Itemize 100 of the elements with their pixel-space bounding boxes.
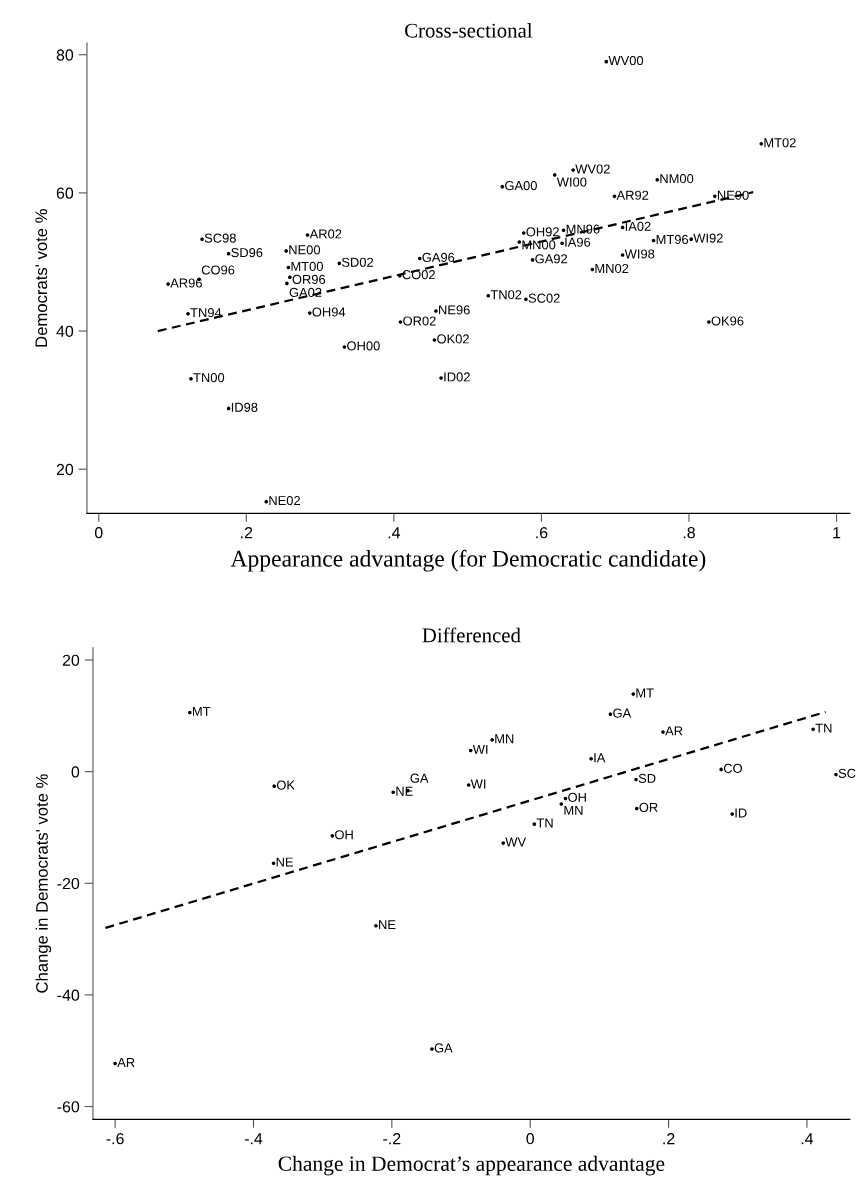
- point: [264, 499, 269, 504]
- point: [432, 338, 437, 342]
- data-label: MN02: [595, 263, 629, 274]
- point: [620, 253, 625, 257]
- data-label: MT00: [291, 261, 323, 271]
- point: [634, 806, 639, 811]
- point: [284, 249, 288, 253]
- data-label: AR92: [616, 190, 649, 200]
- point: [466, 783, 471, 787]
- y-tick-label: -60: [57, 1101, 80, 1113]
- point: [689, 237, 693, 241]
- data-label: MT: [192, 706, 211, 716]
- y-tick-label: -40: [57, 989, 80, 1001]
- data-label: OR96: [292, 274, 326, 284]
- data-label: AR96: [170, 278, 202, 288]
- point: [286, 265, 291, 270]
- data-label: WI00: [556, 177, 587, 187]
- point: [285, 281, 289, 286]
- point: [655, 177, 660, 182]
- data-label: IA02: [625, 221, 651, 231]
- data-label: OH94: [312, 307, 346, 317]
- point: [439, 376, 443, 380]
- data-label: AR: [665, 726, 683, 736]
- data-label: ID: [735, 808, 747, 818]
- point: [398, 320, 403, 324]
- point: [305, 233, 310, 237]
- point: [189, 376, 193, 381]
- point: [490, 738, 494, 742]
- y-tick-label: 20: [56, 463, 74, 476]
- x-tick-label: .4: [388, 527, 401, 539]
- x-tick-label: -.2: [383, 1132, 401, 1145]
- point: [707, 320, 711, 324]
- point: [561, 228, 566, 232]
- point: [530, 258, 535, 262]
- point: [719, 767, 723, 772]
- y-axis-title: Change in Democrats' vote %: [35, 774, 52, 993]
- point: [288, 275, 292, 279]
- data-label: GA00: [505, 180, 537, 191]
- data-label: SC98: [204, 233, 236, 243]
- point: [200, 237, 204, 241]
- data-label: TN: [536, 818, 553, 828]
- data-label: TN02: [490, 290, 522, 300]
- point: [631, 692, 636, 696]
- point: [500, 184, 505, 189]
- x-tick-label: -.6: [106, 1132, 124, 1145]
- y-tick-label: 80: [56, 49, 74, 61]
- data-label: ID98: [231, 402, 258, 412]
- x-tick-label: .2: [241, 527, 253, 539]
- data-label: GA: [613, 708, 632, 718]
- point: [337, 261, 342, 266]
- data-label: OH: [568, 792, 586, 802]
- x-tick-label: .4: [801, 1133, 814, 1145]
- data-label: MT96: [656, 234, 689, 245]
- chart-title: Differenced: [422, 627, 521, 643]
- point: [186, 311, 190, 316]
- point: [532, 822, 537, 826]
- data-label: SC02: [528, 293, 560, 303]
- x-tick-label: 1: [833, 527, 841, 539]
- data-label: OK: [276, 780, 295, 790]
- point: [552, 173, 557, 177]
- data-label: GA: [410, 773, 429, 783]
- point: [661, 730, 665, 734]
- data-label: GA96: [422, 252, 455, 262]
- x-tick-label: -.4: [244, 1133, 263, 1145]
- data-label: IA96: [565, 237, 591, 247]
- y-tick-label: -20: [57, 877, 80, 890]
- data-label: OK96: [711, 316, 744, 326]
- point: [307, 311, 312, 315]
- data-label: MT: [636, 688, 654, 698]
- data-label: NE: [276, 857, 294, 867]
- point: [434, 309, 438, 313]
- data-label: WI92: [693, 233, 723, 243]
- data-label: WI98: [624, 249, 655, 259]
- point: [342, 345, 347, 349]
- data-label: TN00: [193, 373, 225, 383]
- y-tick-label: 0: [71, 766, 80, 778]
- point: [524, 297, 528, 302]
- data-label: NE02: [269, 496, 300, 506]
- point: [834, 772, 838, 777]
- data-label: TN94: [190, 308, 222, 318]
- x-tick-label: .8: [683, 527, 695, 539]
- data-label: OH00: [347, 341, 380, 351]
- point: [608, 712, 613, 716]
- chart-title: Cross-sectional: [405, 22, 533, 38]
- point: [811, 727, 815, 732]
- point: [590, 267, 595, 272]
- data-label: SD96: [231, 248, 263, 258]
- data-label: NM00: [660, 174, 694, 184]
- point: [517, 240, 522, 244]
- data-label: ID02: [444, 372, 470, 382]
- point: [560, 241, 564, 246]
- data-label: OR02: [403, 316, 436, 326]
- point: [166, 282, 170, 286]
- point: [391, 790, 396, 795]
- x-axis-title: Appearance advantage (for Democratic candidate): [230, 549, 706, 572]
- x-tick-label: 0: [94, 527, 103, 539]
- point: [226, 406, 231, 411]
- point: [563, 796, 568, 801]
- data-label: OH92: [526, 227, 559, 237]
- point: [521, 231, 526, 235]
